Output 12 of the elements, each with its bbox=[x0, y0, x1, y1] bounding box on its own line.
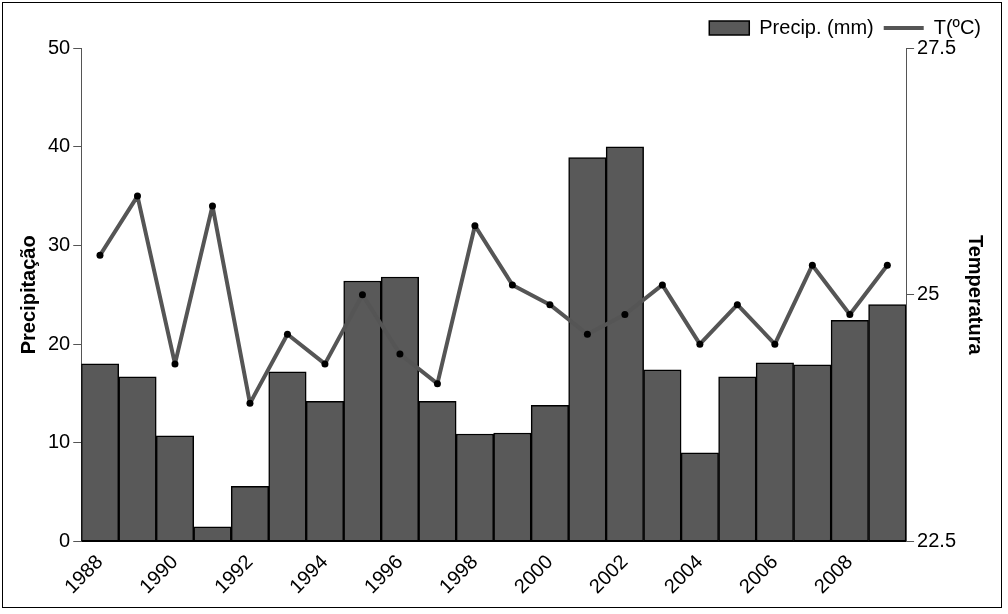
y-tick-label: 0 bbox=[59, 529, 71, 552]
y-tick-label: 40 bbox=[48, 134, 71, 157]
y2-axis-title: Temperatura bbox=[965, 234, 988, 356]
y-tick-label: 10 bbox=[48, 430, 71, 453]
legend-label: T(ºC) bbox=[933, 15, 982, 38]
y-tick-label: 30 bbox=[48, 232, 71, 255]
y-tick-label: 50 bbox=[48, 35, 71, 58]
y2-tick-label: 22.5 bbox=[917, 529, 957, 552]
y-axis-title: Precipitação bbox=[16, 235, 39, 355]
y-tick-label: 20 bbox=[48, 331, 71, 354]
legend-label: Precip. (mm) bbox=[759, 15, 874, 38]
y2-tick-label: 25 bbox=[917, 282, 940, 305]
